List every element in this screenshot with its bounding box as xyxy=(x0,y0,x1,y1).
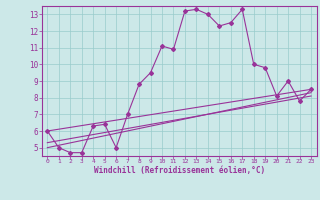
X-axis label: Windchill (Refroidissement éolien,°C): Windchill (Refroidissement éolien,°C) xyxy=(94,166,265,175)
